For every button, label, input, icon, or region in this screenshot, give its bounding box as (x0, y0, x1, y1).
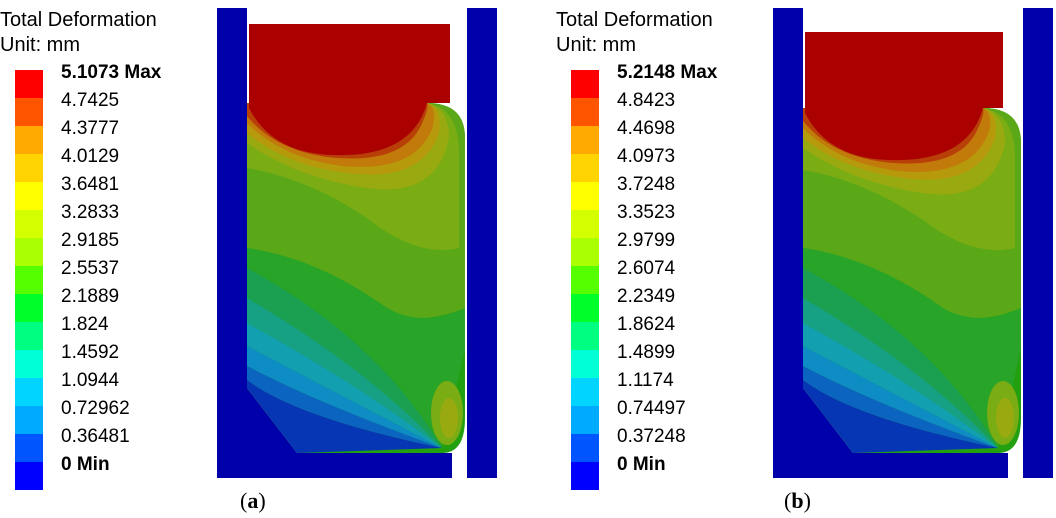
legend-swatch (15, 210, 43, 238)
legend-swatch (571, 322, 599, 350)
legend-title: Total Deformation Unit: mm (556, 8, 713, 58)
legend-swatch (15, 434, 43, 462)
legend-swatch (571, 70, 599, 98)
legend-swatch (15, 70, 43, 98)
legend-level-label: 2.9185 (61, 230, 120, 251)
figure-caption: (a) (240, 488, 266, 513)
legend-level-label: 4.4698 (617, 118, 676, 139)
legend-level-label: 0.37248 (617, 426, 686, 447)
legend-swatch (15, 98, 43, 126)
legend-swatch (571, 378, 599, 406)
legend-swatch (571, 350, 599, 378)
legend-swatch (15, 378, 43, 406)
legend-level-label: 4.3777 (61, 118, 120, 139)
legend-swatch (15, 126, 43, 154)
legend-level-label: 2.5537 (61, 258, 120, 279)
legend-level-label: 1.4899 (617, 342, 676, 363)
caption-letter: b (791, 488, 804, 513)
legend-swatch (571, 294, 599, 322)
legend-swatch (571, 406, 599, 434)
legend-level-label: 2.1889 (61, 286, 120, 307)
legend-max-label: 5.2148 Max (617, 62, 718, 83)
legend-level-label: 4.0973 (617, 146, 676, 167)
legend-unit: Unit: mm (0, 34, 80, 56)
legend-swatch (15, 350, 43, 378)
deformation-contour-plot (217, 8, 497, 478)
legend-swatch (15, 406, 43, 434)
legend-level-label: 3.6481 (61, 174, 120, 195)
legend-level-label: 2.9799 (617, 230, 676, 251)
panel-a: Total Deformation Unit: mm 5.1073 Max 4.… (0, 8, 497, 513)
right-die-wall (1023, 8, 1053, 478)
workpiece-contour (247, 103, 465, 453)
legend-level-label: 1.4592 (61, 342, 120, 363)
workpiece-contour (803, 108, 1021, 453)
legend-level-label: 1.0944 (61, 370, 120, 391)
legend-level-label: 0.72962 (61, 398, 130, 419)
legend-swatch (571, 462, 599, 490)
legend-swatch (571, 238, 599, 266)
legend-max-label: 5.1073 Max (61, 62, 162, 83)
legend-swatch (15, 266, 43, 294)
legend-swatch (15, 238, 43, 266)
legend-swatch (15, 322, 43, 350)
legend-level-label: 4.7425 (61, 90, 120, 111)
legend-swatch (571, 266, 599, 294)
bottom-die (247, 388, 452, 478)
legend-min-label: 0 Min (61, 454, 110, 475)
legend-unit: Unit: mm (556, 34, 636, 56)
legend-swatch (571, 154, 599, 182)
legend-swatch (571, 210, 599, 238)
legend-level-label: 3.3523 (617, 202, 676, 223)
legend-level-label: 1.8624 (617, 314, 676, 335)
left-die-wall (773, 8, 803, 478)
legend-level-label: 1.824 (61, 314, 109, 335)
legend-title: Total Deformation Unit: mm (0, 8, 157, 58)
legend-swatch (15, 294, 43, 322)
legend-min-label: 0 Min (617, 454, 666, 475)
legend-swatch (15, 154, 43, 182)
legend-level-label: 3.7248 (617, 174, 676, 195)
punch (249, 24, 450, 156)
left-die-wall (217, 8, 247, 478)
legend-swatch (15, 182, 43, 210)
legend-level-label: 2.2349 (617, 286, 676, 307)
legend-title-text: Total Deformation (556, 9, 713, 31)
punch (805, 32, 1003, 161)
legend-swatch (571, 98, 599, 126)
legend-level-label: 4.8423 (617, 90, 676, 111)
legend-level-label: 2.6074 (617, 258, 676, 279)
caption-letter: a (247, 488, 259, 513)
legend-level-label: 0.74497 (617, 398, 686, 419)
legend-level-label: 3.2833 (61, 202, 120, 223)
legend-swatch (15, 462, 43, 490)
bottom-die (803, 388, 1008, 478)
legend-swatch (571, 434, 599, 462)
legend-swatch (571, 182, 599, 210)
right-die-wall (467, 8, 497, 478)
legend-title-text: Total Deformation (0, 9, 157, 31)
deformation-contour-plot (773, 8, 1053, 478)
figure-caption: (b) (784, 488, 811, 513)
panel-b: Total Deformation Unit: mm 5.2148 Max 4.… (556, 0, 1056, 518)
legend-swatch (571, 126, 599, 154)
legend-level-label: 0.36481 (61, 426, 130, 447)
legend-level-label: 4.0129 (61, 146, 120, 167)
legend-level-label: 1.1174 (617, 370, 674, 391)
